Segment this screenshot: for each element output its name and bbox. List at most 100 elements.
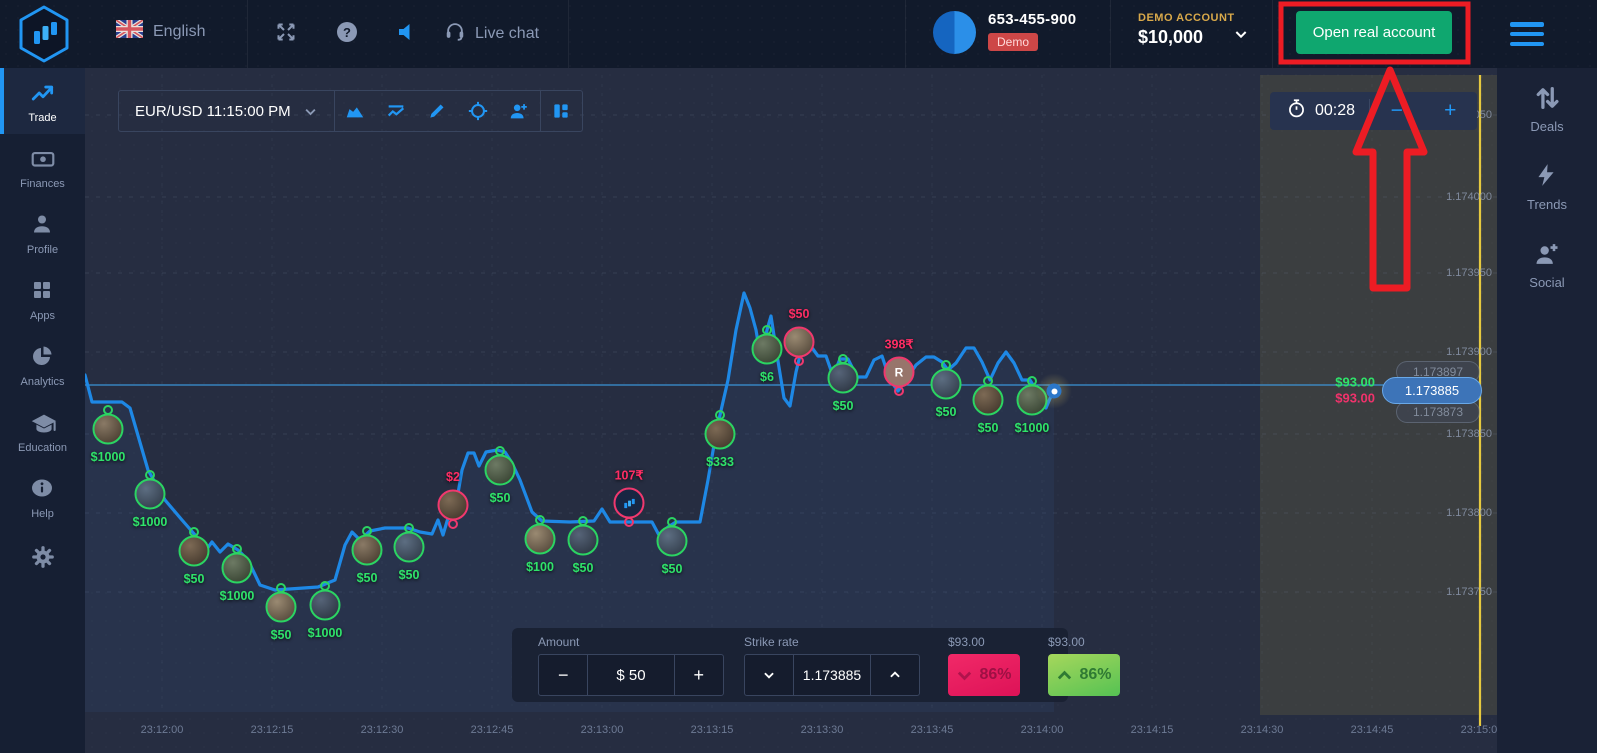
sidebar-settings-button[interactable] <box>0 532 85 580</box>
time-axis-label: 23:13:00 <box>580 724 624 736</box>
balance-selector[interactable]: DEMO ACCOUNT $10,000 <box>1138 12 1235 48</box>
sidebar-item-deals[interactable]: Deals <box>1497 68 1597 146</box>
trader-avatar[interactable] <box>930 368 962 400</box>
sidebar-item-help[interactable]: Help <box>0 464 85 530</box>
trader-avatar[interactable] <box>567 524 599 556</box>
trader-avatar[interactable] <box>134 478 166 510</box>
bet-amount-label: $1000 <box>90 450 126 464</box>
amount-control: − $ 50 + <box>538 654 724 696</box>
menu-hamburger-icon[interactable] <box>1510 22 1544 46</box>
trader-avatar[interactable] <box>393 531 425 563</box>
trader-avatar[interactable] <box>265 591 297 623</box>
amount-plus-button[interactable]: + <box>693 664 705 685</box>
trader-avatar[interactable]: R <box>883 356 915 388</box>
price-axis-label: 1.173850 <box>1446 428 1492 440</box>
amount-minus-button[interactable]: − <box>557 664 569 685</box>
time-axis-label: 23:14:30 <box>1240 724 1284 736</box>
area-chart-icon[interactable] <box>335 91 376 131</box>
time-axis-label: 23:14:45 <box>1350 724 1394 736</box>
trader-avatar[interactable] <box>92 413 124 445</box>
bet-amount-label: $50 <box>398 568 420 582</box>
fullscreen-icon[interactable] <box>274 20 298 49</box>
trader-avatar[interactable] <box>704 418 736 450</box>
bet-amount-label: $2 <box>446 470 460 484</box>
call-payout-label: $93.00 <box>1048 635 1085 649</box>
current-price-dot <box>1046 383 1062 399</box>
strike-rate-value[interactable]: 1.173885 <box>793 655 871 695</box>
bet-amount-label: $50 <box>270 628 292 642</box>
trader-avatar[interactable] <box>613 487 645 519</box>
bet-amount-label: $50 <box>788 307 810 321</box>
bet-amount-label: $1000 <box>307 626 343 640</box>
sidebar-item-social[interactable]: Social <box>1497 224 1597 302</box>
banknote-icon <box>30 146 56 172</box>
call-chevron-up-icon <box>1058 670 1072 679</box>
bet-pin <box>894 386 904 396</box>
trader-avatar[interactable] <box>484 454 516 486</box>
live-chat-button[interactable]: Live chat <box>444 20 539 47</box>
strike-up-button[interactable] <box>871 655 919 695</box>
sidebar-item-education[interactable]: Education <box>0 398 85 464</box>
trader-avatar[interactable] <box>221 552 253 584</box>
crosshair-icon[interactable] <box>458 91 499 131</box>
apps-grid-icon <box>30 278 56 304</box>
add-trader-icon[interactable] <box>499 91 540 131</box>
bet-amount-label: $1000 <box>1014 421 1050 435</box>
indicators-icon[interactable] <box>376 91 417 131</box>
trader-avatar[interactable] <box>783 326 815 358</box>
trader-avatar[interactable] <box>178 535 210 567</box>
price-axis-label: 1.173750 <box>1446 586 1492 598</box>
sidebar-item-profile[interactable]: Profile <box>0 200 85 266</box>
timer-minus-button[interactable]: − <box>1390 99 1403 122</box>
sidebar-item-label: Deals <box>1530 119 1564 134</box>
sound-icon[interactable] <box>395 20 419 49</box>
sidebar-item-trends[interactable]: Trends <box>1497 146 1597 224</box>
sidebar-item-apps[interactable]: Apps <box>0 266 85 332</box>
person-icon <box>30 212 56 238</box>
pencil-icon[interactable] <box>417 91 458 131</box>
open-real-account-button[interactable]: Open real account <box>1296 11 1452 54</box>
deals-arrows-icon <box>1533 84 1561 112</box>
trader-avatar[interactable] <box>656 525 688 557</box>
platform-logo-icon[interactable] <box>14 4 74 64</box>
amount-value[interactable]: $ 50 <box>587 655 675 695</box>
account-avatar <box>933 11 976 54</box>
trader-avatar[interactable] <box>751 333 783 365</box>
trader-avatar[interactable] <box>1016 384 1048 416</box>
trader-avatar[interactable] <box>524 523 556 555</box>
sidebar-item-finances[interactable]: Finances <box>0 134 85 200</box>
help-question-icon[interactable]: ? <box>335 20 359 49</box>
trader-avatar[interactable] <box>309 589 341 621</box>
language-selector[interactable]: English <box>114 18 205 43</box>
symbol-selector[interactable]: EUR/USD 11:15:00 PM <box>119 91 335 131</box>
account-info[interactable]: 653-455-900 Demo <box>933 11 1076 54</box>
sidebar-item-label: Apps <box>29 310 56 322</box>
bet-pin <box>624 517 634 527</box>
trader-avatar[interactable] <box>437 489 469 521</box>
expiry-timer: 00:28 − + <box>1270 92 1477 130</box>
sidebar-item-analytics[interactable]: Analytics <box>0 332 85 398</box>
bet-amount-label: $100 <box>526 560 554 574</box>
put-chevron-down-icon <box>958 671 972 680</box>
timer-plus-button[interactable]: + <box>1444 99 1457 122</box>
trader-avatar[interactable] <box>351 534 383 566</box>
balance-chevron-down-icon[interactable] <box>1233 26 1249 47</box>
payout-down-label: $93.00 <box>1335 390 1375 406</box>
account-type-label: DEMO ACCOUNT <box>1138 12 1235 24</box>
call-button[interactable]: 86% <box>1048 654 1120 696</box>
time-axis-label: 23:12:30 <box>360 724 404 736</box>
bet-amount-label: 107₹ <box>614 468 644 483</box>
strike-down-button[interactable] <box>745 655 793 695</box>
trader-avatar[interactable] <box>972 384 1004 416</box>
sidebar-item-trade[interactable]: Trade <box>0 68 85 134</box>
chart-area[interactable]: 23:12:00 23:12:15 23:12:30 23:12:45 23:13:00… <box>85 68 1503 753</box>
amount-label: Amount <box>538 635 580 649</box>
trader-avatar[interactable] <box>827 362 859 394</box>
sidebar-item-label: Analytics <box>20 376 65 388</box>
time-axis-label: 23:14:00 <box>1020 724 1064 736</box>
time-axis-label: 23:13:30 <box>800 724 844 736</box>
time-axis-label: 23:14:15 <box>1130 724 1174 736</box>
sidebar-item-label: Help <box>31 508 54 520</box>
put-button[interactable]: 86% <box>948 654 1020 696</box>
layout-icon[interactable] <box>541 91 582 131</box>
